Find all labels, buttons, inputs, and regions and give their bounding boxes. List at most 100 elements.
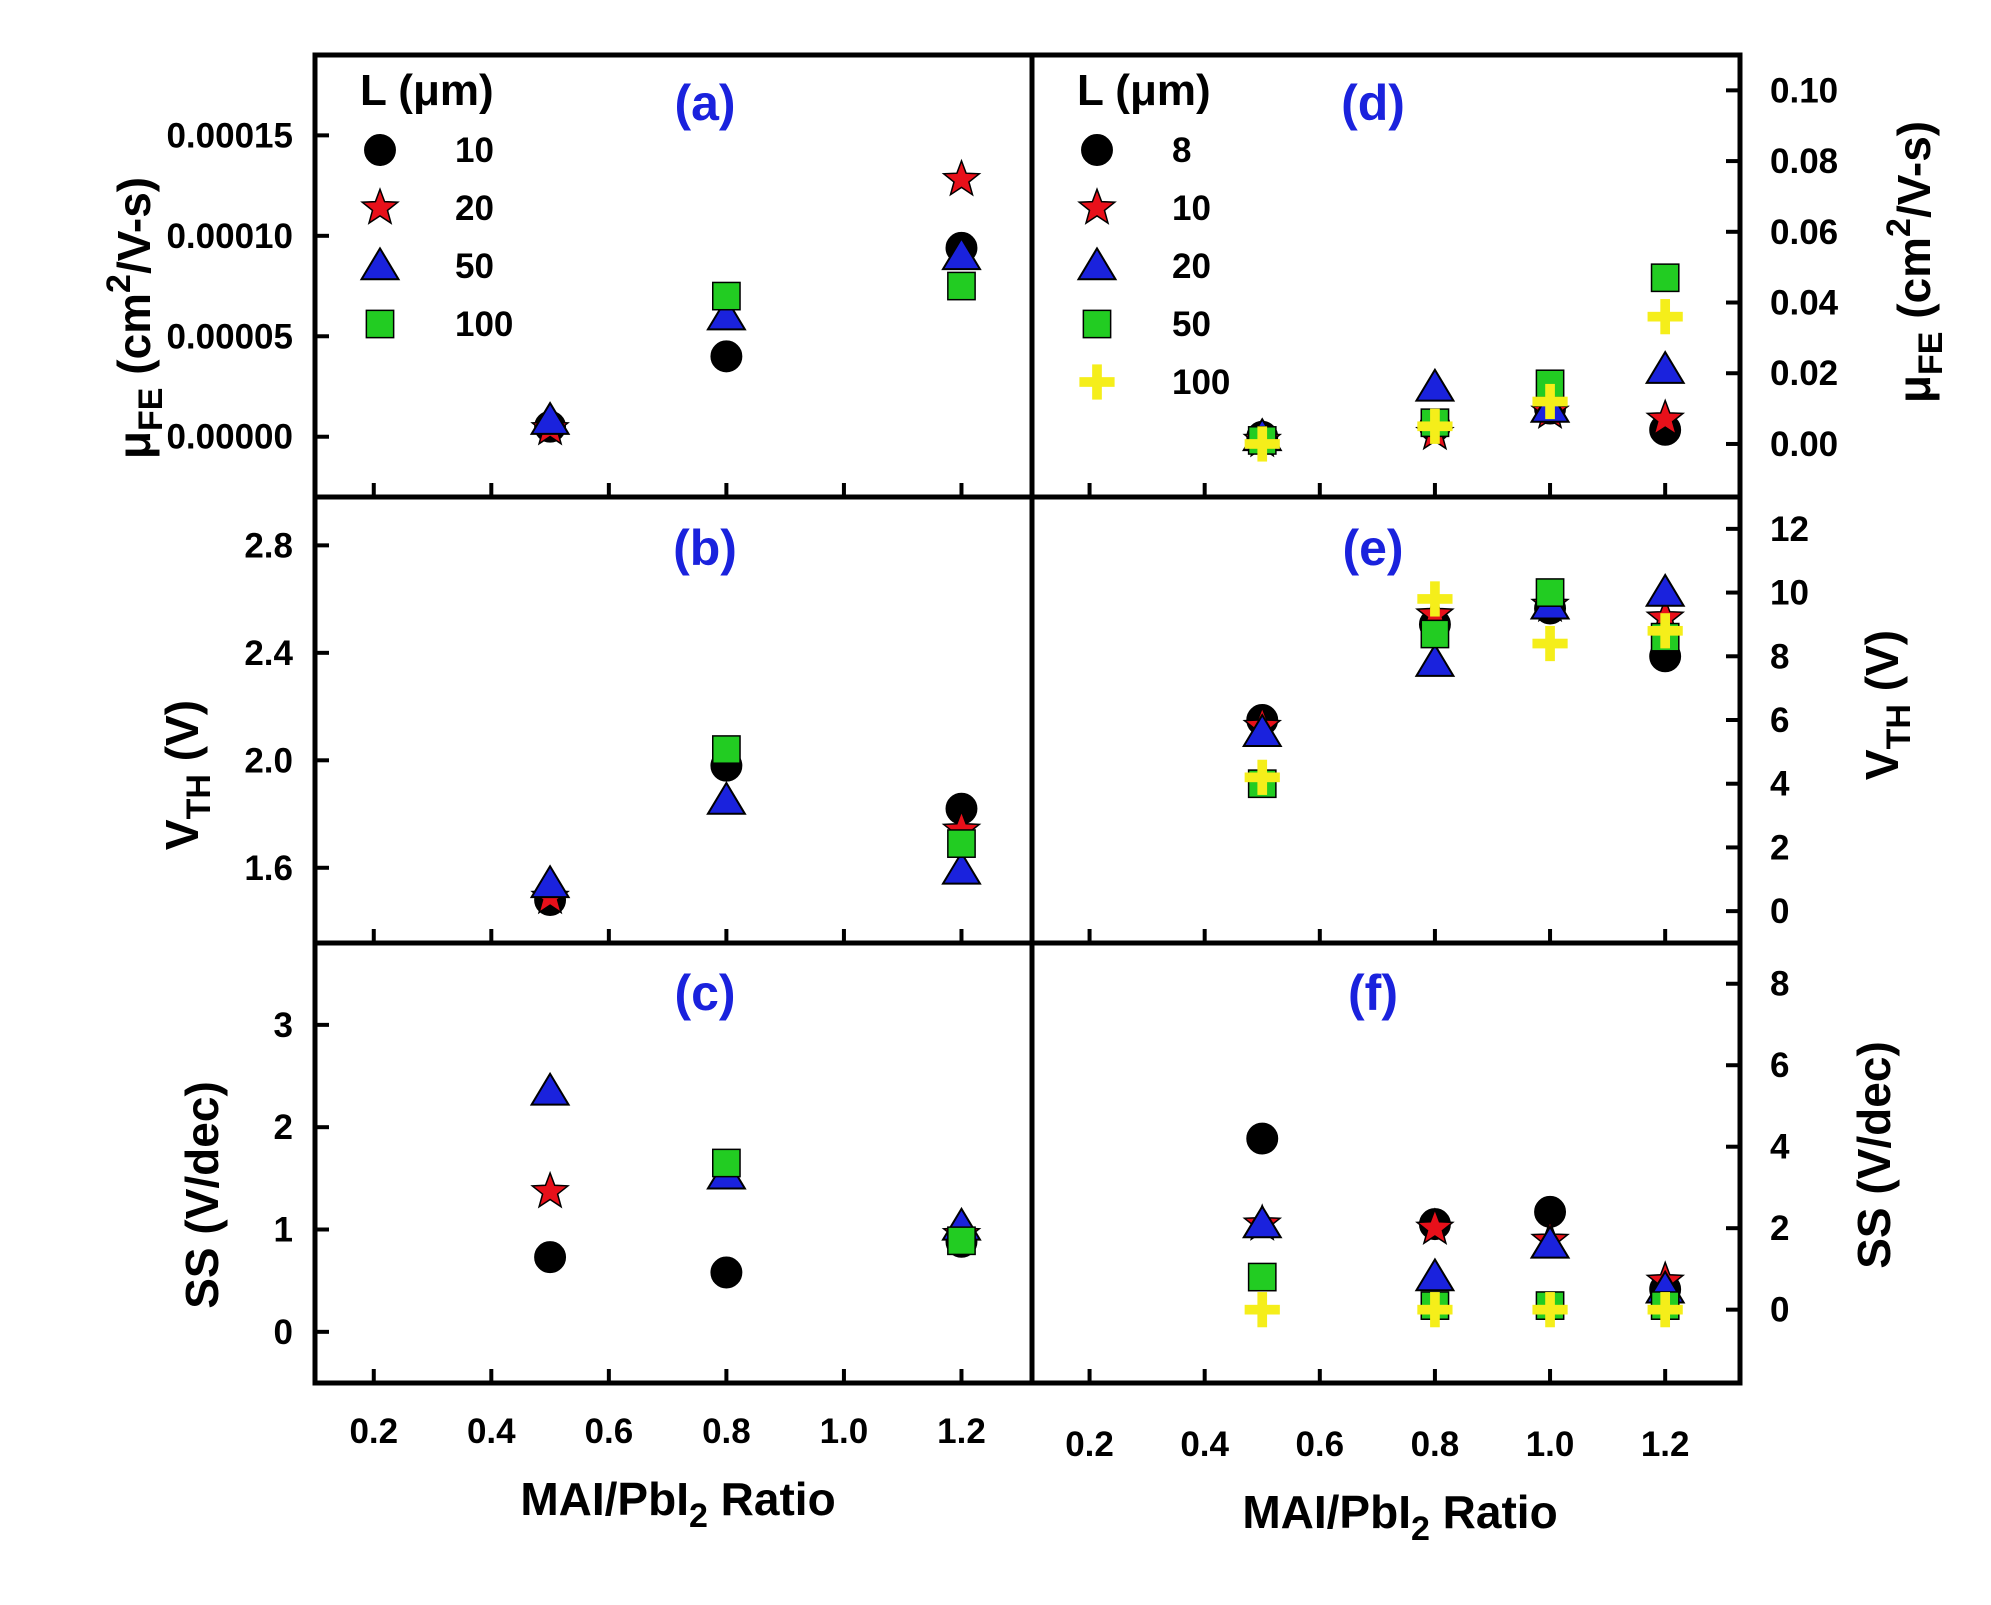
x-tick-label: 0.2 bbox=[349, 1412, 398, 1451]
legend-entry: 20 bbox=[455, 189, 494, 228]
x-tick-label: 1.0 bbox=[820, 1412, 869, 1451]
data-point-plus-v bbox=[1545, 1292, 1555, 1328]
data-point-circle bbox=[534, 1241, 567, 1274]
data-point-plus bbox=[1647, 613, 1683, 649]
panel-b: 1.6 2.0 2.4 2.8 (b) bbox=[244, 494, 1035, 946]
data-point-plus bbox=[1244, 1292, 1280, 1328]
data-point-triangle bbox=[1644, 573, 1686, 607]
data-point-star bbox=[1645, 398, 1686, 437]
y-tick-label: 0.06 bbox=[1770, 213, 1838, 252]
x-axis-title-right: MAI/PbI2 Ratio bbox=[1242, 1486, 1557, 1548]
data-point-star bbox=[1415, 1207, 1455, 1246]
y-tick-label: 12 bbox=[1770, 510, 1809, 549]
y-tick-label: 0 bbox=[274, 1313, 293, 1352]
legend-marker-square bbox=[1082, 309, 1112, 339]
panel-label-e: (e) bbox=[1342, 520, 1403, 576]
legend-marker-triangle bbox=[359, 246, 401, 281]
data-point-triangle bbox=[1414, 1257, 1456, 1292]
x-tick-label: 0.4 bbox=[1180, 1425, 1229, 1464]
y-tick-label: 0.08 bbox=[1770, 142, 1838, 181]
y-tick-label: 0.00005 bbox=[166, 317, 293, 356]
data-point-plus bbox=[1647, 299, 1683, 335]
data-point-triangle bbox=[529, 1071, 571, 1106]
x-tick-label: 1.2 bbox=[1641, 1425, 1690, 1464]
y-axis-title-mu-right: μFE (cm2/V-s) bbox=[1880, 121, 1950, 403]
panel-f-frame bbox=[1029, 940, 1743, 1386]
y-tick-label: 2.0 bbox=[244, 741, 293, 780]
panel-f: 0.2 0.4 0.6 0.8 1.0 1.2 0 2 4 6 8 (f) bbox=[1029, 940, 1790, 1464]
legend-entry: 50 bbox=[1172, 305, 1211, 344]
y-tick-label: 6 bbox=[1770, 701, 1789, 740]
data-point-square bbox=[712, 735, 741, 764]
data-point-triangle bbox=[1241, 713, 1283, 747]
panel-label-f: (f) bbox=[1348, 965, 1398, 1021]
data-point-plus bbox=[1244, 426, 1280, 462]
data-point-triangle bbox=[1414, 367, 1456, 402]
data-point-star bbox=[941, 158, 982, 197]
data-point-square bbox=[947, 829, 976, 858]
x-tick-label: 0.8 bbox=[1411, 1425, 1460, 1464]
data-point-circle bbox=[710, 1256, 743, 1289]
data-point-triangle bbox=[1414, 643, 1456, 677]
panel-a: 0.00000 0.00005 0.00010 0.00015 (a) L (μm) 10 2… bbox=[166, 52, 1035, 500]
data-point-triangle bbox=[706, 296, 747, 331]
panel-label-a: (a) bbox=[674, 75, 735, 131]
y-tick-label: 2.8 bbox=[244, 526, 293, 565]
x-tick-label: 1.0 bbox=[1526, 1425, 1575, 1464]
panel-e: 0 2 4 6 8 10 12 (e) bbox=[1029, 494, 1809, 946]
y-tick-label: 2 bbox=[274, 1108, 293, 1147]
data-point-plus-v bbox=[1545, 383, 1555, 420]
legend-title: L (μm) bbox=[360, 66, 494, 115]
panel-label-b: (b) bbox=[673, 520, 737, 576]
data-point-plus-v bbox=[1257, 1292, 1268, 1328]
data-point-plus bbox=[1244, 759, 1280, 795]
legend-marker-triangle bbox=[1076, 246, 1118, 281]
legend-title: L (μm) bbox=[1077, 66, 1211, 115]
y-tick-label: 0.00010 bbox=[166, 217, 293, 256]
data-point-plus-v bbox=[1430, 1292, 1440, 1328]
y-tick-label: 2 bbox=[1770, 828, 1789, 867]
data-point-triangle bbox=[1529, 1224, 1571, 1259]
legend-entry: 10 bbox=[1172, 189, 1211, 228]
y-tick-label: 10 bbox=[1770, 574, 1809, 613]
data-point-triangle bbox=[941, 850, 982, 885]
legend-entry: 20 bbox=[1172, 247, 1211, 286]
y-tick-label: 8 bbox=[1770, 965, 1789, 1004]
legend-entry: 8 bbox=[1172, 131, 1191, 170]
data-point-square bbox=[947, 271, 976, 301]
y-tick-label: 0 bbox=[1770, 892, 1789, 931]
y-axis-title-ss-right: SS (V/dec) bbox=[1848, 1041, 1900, 1269]
data-point-square bbox=[1420, 619, 1450, 649]
data-point-circle bbox=[1246, 1122, 1279, 1155]
data-point-plus bbox=[1532, 1292, 1568, 1328]
panel-label-d: (d) bbox=[1341, 75, 1405, 131]
data-point-plus bbox=[1532, 383, 1568, 420]
legend-marker-circle bbox=[1081, 134, 1113, 166]
y-tick-label: 3 bbox=[274, 1006, 293, 1045]
panel-c: 0.2 0.4 0.6 0.8 1.0 1.2 0 1 2 3 (c) bbox=[274, 940, 1035, 1451]
legend-entry: 50 bbox=[455, 247, 494, 286]
panel-label-c: (c) bbox=[674, 965, 735, 1021]
data-point-circle bbox=[710, 340, 743, 373]
y-tick-label: 0.00000 bbox=[166, 418, 293, 457]
legend-marker-plus bbox=[1079, 364, 1115, 400]
data-point-plus-v bbox=[1660, 299, 1671, 335]
data-point-plus-v bbox=[1430, 408, 1440, 444]
legend-marker-circle bbox=[364, 134, 396, 166]
y-axis-title-ss-left: SS (V/dec) bbox=[176, 1081, 228, 1309]
y-tick-label: 0.02 bbox=[1770, 354, 1838, 393]
data-point-plus bbox=[1532, 625, 1568, 662]
y-axis-title-mu-left: μFE (cm2/V-s) bbox=[100, 177, 170, 459]
y-tick-label: 0.00015 bbox=[166, 116, 293, 155]
legend-entry: 10 bbox=[455, 131, 494, 170]
x-axis-title-left: MAI/PbI2 Ratio bbox=[520, 1473, 835, 1535]
data-point-triangle bbox=[1241, 1204, 1283, 1239]
x-tick-label: 0.4 bbox=[467, 1412, 516, 1451]
y-tick-label: 1 bbox=[274, 1211, 293, 1250]
y-tick-label: 8 bbox=[1770, 637, 1789, 676]
legend-marker-plus-v bbox=[1092, 364, 1102, 400]
y-tick-label: 2.4 bbox=[244, 634, 293, 673]
data-point-triangle bbox=[1644, 350, 1686, 384]
